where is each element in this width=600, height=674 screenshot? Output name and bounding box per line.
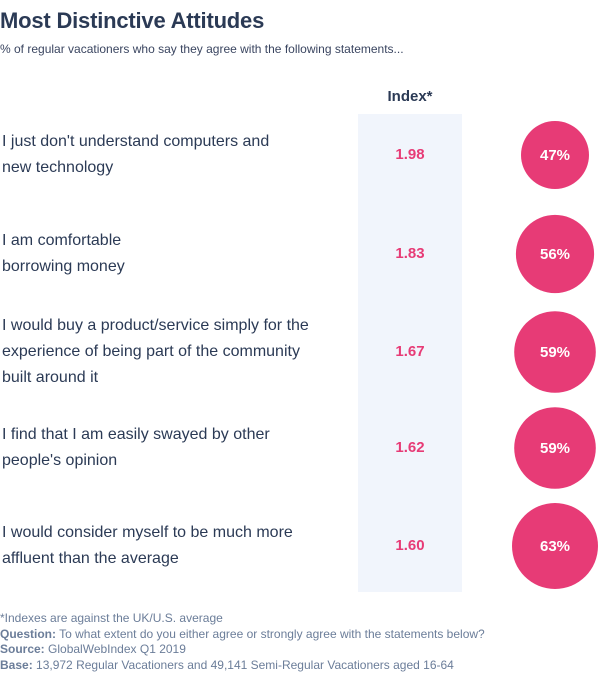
footnote-question-text: To what extent do you either agree or st… <box>59 626 485 641</box>
footnote-source: Source: GlobalWebIndex Q1 2019 <box>0 642 485 658</box>
row-label: I just don't understand computers and new… <box>2 129 342 181</box>
row-index-value: 1.62 <box>395 439 425 456</box>
row-label: I would consider myself to be much more a… <box>2 520 342 572</box>
index-column-band <box>358 114 462 592</box>
footnote-base: Base: 13,972 Regular Vacationers and 49,… <box>0 658 485 674</box>
percentage-bubble <box>514 311 596 393</box>
row-index-value: 1.67 <box>395 343 425 360</box>
percentage-bubble <box>521 121 589 189</box>
footnote-base-text: 13,972 Regular Vacationers and 49,141 Se… <box>36 657 454 672</box>
row-label: I find that I am easily swayed by other p… <box>2 422 342 474</box>
row-label-line: I just don't understand computers and <box>2 133 270 150</box>
percentage-bubble <box>512 503 598 589</box>
percentage-bubble-label: 63% <box>540 538 570 555</box>
percentage-bubble-label: 47% <box>540 147 570 164</box>
row-label-line: built around it <box>2 369 99 386</box>
percentage-bubble <box>515 214 595 294</box>
percentage-bubble-label: 56% <box>540 246 570 263</box>
footnote-base-label: Base: <box>0 657 33 672</box>
percentage-bubble-label: 59% <box>540 344 570 361</box>
row-label-line: borrowing money <box>2 258 125 275</box>
row-label: I would buy a product/service simply for… <box>2 313 342 391</box>
chart-subtitle: % of regular vacationers who say they ag… <box>0 42 404 56</box>
percentage-bubble <box>514 407 596 489</box>
row-label-line: affluent than the average <box>2 550 179 567</box>
row-label-line: people's opinion <box>2 452 118 469</box>
row-label-line: I would buy a product/service simply for… <box>2 317 309 334</box>
row-index-value: 1.60 <box>395 537 425 554</box>
row-index-value: 1.98 <box>395 146 425 163</box>
footnote-index-note: *Indexes are against the UK/U.S. average <box>0 611 223 625</box>
row-label-line: I would consider myself to be much more <box>2 524 293 541</box>
row-label-line: experience of being part of the communit… <box>2 343 300 360</box>
row-label-line: I am comfortable <box>2 232 122 249</box>
footnote-question: Question: To what extent do you either a… <box>0 627 485 643</box>
footnote-source-text: GlobalWebIndex Q1 2019 <box>48 642 186 656</box>
row-index-value: 1.83 <box>395 245 425 262</box>
row-label: I am comfortable borrowing money <box>2 228 342 280</box>
footnote-question-label: Question: <box>0 626 56 641</box>
index-column-header: Index* <box>387 88 433 105</box>
footnote-source-label: Source: <box>0 642 45 656</box>
footnotes: *Indexes are against the UK/U.S. average… <box>0 611 485 673</box>
percentage-bubble-label: 59% <box>540 440 570 457</box>
row-label-line: new technology <box>2 159 114 176</box>
chart-title: Most Distinctive Attitudes <box>0 8 265 33</box>
row-label-line: I find that I am easily swayed by other <box>2 426 270 443</box>
